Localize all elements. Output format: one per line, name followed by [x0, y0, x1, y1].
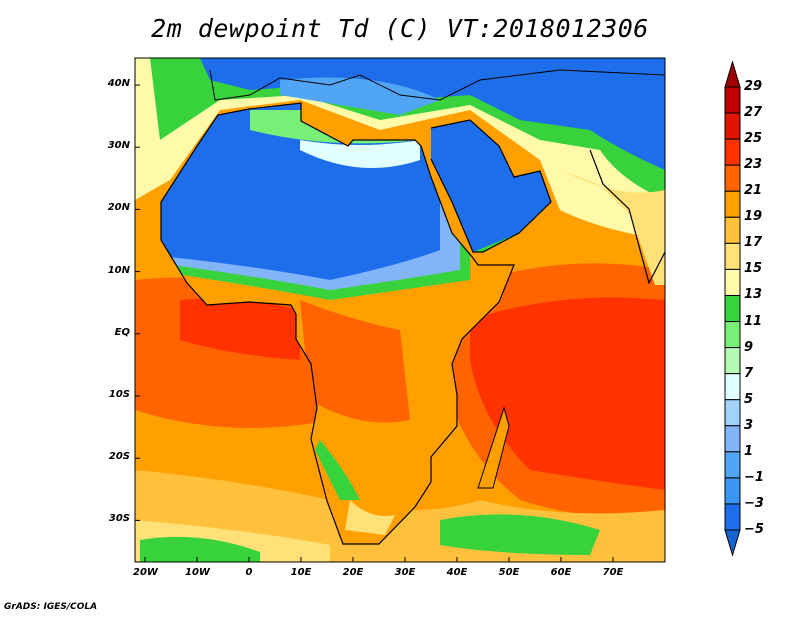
colorbar-box: [724, 112, 741, 140]
lon-label: 40E: [446, 567, 468, 578]
colorbar-box: [724, 347, 741, 375]
colorbar-label: 29: [744, 79, 763, 94]
colorbar-label: 11: [744, 313, 763, 329]
colorbar-box: [724, 373, 741, 401]
indian-ocean-hot: [470, 297, 665, 490]
south-africa-cool: [345, 500, 395, 535]
colorbar-label: 7: [744, 365, 754, 381]
colorbar-label: −5: [744, 522, 764, 538]
colorbar-box: [724, 138, 741, 166]
colorbar-label: 25: [744, 131, 763, 147]
congo-warm: [300, 300, 410, 423]
colorbar-box: [724, 451, 741, 479]
lon-label: 10E: [290, 567, 312, 578]
colorbar-box: [724, 216, 741, 244]
colorbar-box: [724, 86, 741, 114]
colorbar-label: 9: [744, 339, 754, 355]
colorbar-label: 21: [744, 183, 763, 199]
colorbar-label: 1: [744, 443, 754, 459]
lat-label: 30S: [108, 513, 130, 525]
lon-label: 10W: [185, 567, 210, 578]
colorbar-box: [724, 164, 741, 192]
colorbar-box: [724, 268, 741, 296]
lon-label: 50E: [498, 567, 520, 578]
colorbar-box: [724, 425, 741, 453]
colorbar-top-arrow: [724, 60, 741, 88]
lat-label: 20N: [107, 202, 130, 214]
colorbar: [724, 60, 741, 557]
lon-label: 20E: [342, 567, 364, 578]
lat-label: 30N: [107, 140, 130, 152]
colorbar-label: 15: [744, 261, 763, 277]
north-africa-light: [300, 140, 420, 168]
india-field: [560, 170, 665, 285]
plot-title: 2m dewpoint Td (C) VT:2018012306: [151, 14, 649, 43]
colorbar-label: 3: [744, 417, 754, 433]
colorbar-bottom-arrow: [724, 529, 741, 557]
axis-ticks: [135, 84, 614, 562]
north-cold-region: [200, 58, 665, 170]
credit-text: GrADS: IGES/COLA: [4, 602, 98, 612]
map-frame: [134, 57, 666, 563]
lon-label: 0: [245, 567, 253, 578]
lon-label: 30E: [394, 567, 416, 578]
mediterranean: [280, 77, 440, 115]
colorbar-label: 5: [744, 391, 754, 407]
lat-label: 40N: [107, 78, 130, 89]
lat-label: 20S: [108, 451, 130, 463]
namibia-green: [315, 440, 360, 500]
colorbar-box: [724, 321, 741, 349]
colorbar-box: [724, 190, 741, 218]
lat-label: 10S: [108, 389, 130, 400]
southern-ocean-green: [140, 536, 260, 562]
lon-label: 20W: [133, 567, 158, 578]
colorbar-label: 19: [744, 209, 763, 225]
colorbar-box: [724, 399, 741, 427]
colorbar-box: [724, 242, 741, 270]
colorbar-box: [724, 294, 741, 323]
gulf-guinea-warm: [180, 298, 300, 360]
colorbar-label: 27: [744, 105, 763, 121]
map-field: [135, 58, 665, 562]
colorbar-label: 17: [744, 235, 763, 251]
colorbar-label: −3: [744, 495, 764, 511]
colorbar-label: −1: [744, 469, 764, 485]
lon-label: 70E: [602, 567, 624, 578]
lat-label: EQ: [114, 326, 130, 338]
colorbar-label: 13: [744, 287, 763, 303]
lat-label: 10N: [107, 264, 130, 276]
colorbar-box: [724, 503, 741, 531]
southern-ocean-green-east: [440, 514, 600, 555]
lon-label: 60E: [550, 567, 572, 578]
india-coastline: [589, 149, 665, 285]
madagascar: [477, 406, 510, 489]
colorbar-label: 23: [744, 157, 763, 173]
arabia-coastline: [430, 119, 552, 253]
europe-coastline: [209, 69, 665, 101]
colorbar-box: [724, 477, 741, 505]
